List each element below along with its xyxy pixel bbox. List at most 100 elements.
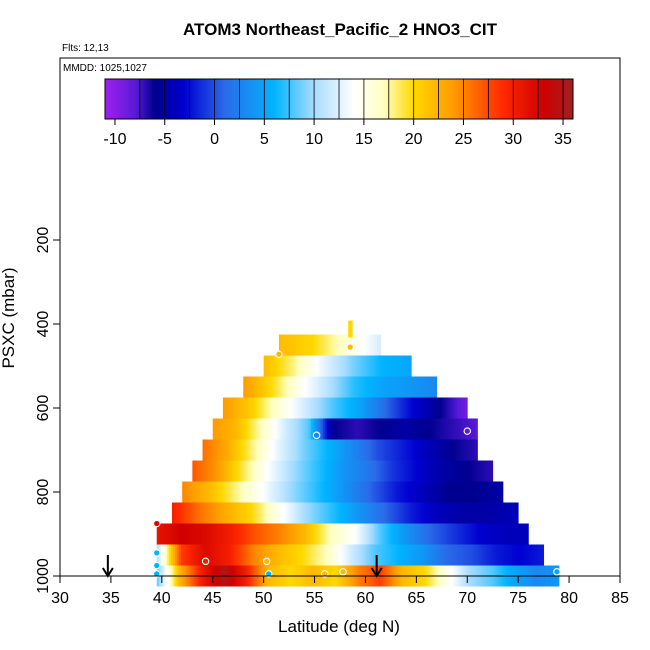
heatmap-cell <box>369 355 373 377</box>
heatmap-cell <box>345 376 348 398</box>
heatmap-cell <box>208 523 212 545</box>
heatmap-cell <box>476 544 480 566</box>
heatmap-cell <box>278 481 281 503</box>
heatmap-cell <box>338 481 341 503</box>
heatmap-cell <box>380 439 383 461</box>
heatmap-cell <box>292 418 296 440</box>
heatmap-cell <box>326 502 329 524</box>
heatmap-cell <box>468 481 471 503</box>
heatmap-cell <box>346 418 350 440</box>
heatmap-cell <box>311 376 314 398</box>
heatmap-cell <box>408 544 412 566</box>
heatmap-cell <box>372 502 375 524</box>
heatmap-cell <box>440 502 443 524</box>
heatmap-cell <box>278 502 281 524</box>
heatmap-cell <box>412 397 416 419</box>
heatmap-cell <box>370 439 373 461</box>
heatmap-cell <box>347 355 351 377</box>
heatmap-cell <box>230 481 233 503</box>
heatmap-cell <box>372 439 375 461</box>
heatmap-cell <box>306 523 310 545</box>
heatmap-cell <box>400 418 404 440</box>
heatmap-cell <box>342 544 346 566</box>
heatmap-cell <box>236 544 240 566</box>
heatmap-cell <box>434 397 438 419</box>
heatmap-cell <box>392 418 396 440</box>
heatmap-cell <box>370 460 373 482</box>
heatmap-cell <box>366 502 369 524</box>
heatmap-cell <box>348 320 351 338</box>
heatmap-cell <box>307 355 311 377</box>
heatmap-cell <box>376 544 380 566</box>
heatmap-cell <box>248 481 251 503</box>
heatmap-cell <box>454 439 457 461</box>
heatmap-cell <box>212 439 215 461</box>
heatmap-cell <box>438 460 441 482</box>
heatmap-cell <box>314 439 317 461</box>
heatmap-band <box>156 544 545 566</box>
heatmap-cell <box>250 523 254 545</box>
heatmap-cell <box>396 502 399 524</box>
heatmap-cell <box>174 523 178 545</box>
heatmap-cell <box>360 439 363 461</box>
heatmap-cell <box>482 460 485 482</box>
heatmap-cell <box>326 481 329 503</box>
heatmap-cell <box>332 502 335 524</box>
heatmap-cell <box>368 523 372 545</box>
heatmap-cell <box>280 544 284 566</box>
heatmap-cell <box>316 460 319 482</box>
heatmap-cell <box>374 397 378 419</box>
heatmap-cell <box>472 544 476 566</box>
heatmap-cell <box>376 502 379 524</box>
heatmap-cell <box>202 523 206 545</box>
heatmap-cell <box>442 439 445 461</box>
heatmap-cell <box>346 544 350 566</box>
heatmap-cell <box>278 460 281 482</box>
data-point <box>553 568 561 576</box>
heatmap-cell <box>317 376 320 398</box>
heatmap-cell <box>382 418 386 440</box>
heatmap-cell <box>360 418 364 440</box>
heatmap-cell <box>272 523 276 545</box>
heatmap-cell <box>292 439 295 461</box>
heatmap-cell <box>226 502 229 524</box>
heatmap-cell <box>230 544 234 566</box>
heatmap-cell <box>416 460 419 482</box>
heatmap-cell <box>330 544 334 566</box>
heatmap-cell <box>452 439 455 461</box>
heatmap-cell <box>374 481 377 503</box>
heatmap-cell <box>384 523 388 545</box>
heatmap-cell <box>258 523 262 545</box>
heatmap-cell <box>216 523 220 545</box>
heatmap-cell <box>528 544 532 566</box>
heatmap-cell <box>224 502 227 524</box>
heatmap-cell <box>278 418 282 440</box>
heatmap-cell <box>234 397 238 419</box>
heatmap-cell <box>364 481 367 503</box>
x-axis: 30 35 40 45 50 55 60 65 70 75 80 85 <box>51 575 629 607</box>
data-point <box>152 549 161 557</box>
heatmap-cell <box>325 376 328 398</box>
heatmap-cell <box>342 334 346 356</box>
heatmap-cell <box>158 544 162 566</box>
heatmap-cell <box>454 481 457 503</box>
heatmap-cell <box>490 544 494 566</box>
heatmap-cell <box>285 355 289 377</box>
heatmap-cell <box>322 439 325 461</box>
heatmap-cell <box>234 544 238 566</box>
x-tick-label: 55 <box>306 590 324 607</box>
heatmap-cell <box>494 481 497 503</box>
heatmap-cell <box>296 502 299 524</box>
heatmap-cell <box>246 418 250 440</box>
x-tick-label: 60 <box>357 590 375 607</box>
heatmap-cell <box>424 418 428 440</box>
heatmap-cell <box>376 523 380 545</box>
heatmap-cell <box>292 502 295 524</box>
heatmap-cell <box>284 523 288 545</box>
heatmap-cell <box>281 355 285 377</box>
heatmap-cell <box>332 439 335 461</box>
heatmap-cell <box>372 397 376 419</box>
heatmap-cell <box>370 334 374 356</box>
heatmap-cell <box>328 544 332 566</box>
colorbar <box>104 78 574 120</box>
